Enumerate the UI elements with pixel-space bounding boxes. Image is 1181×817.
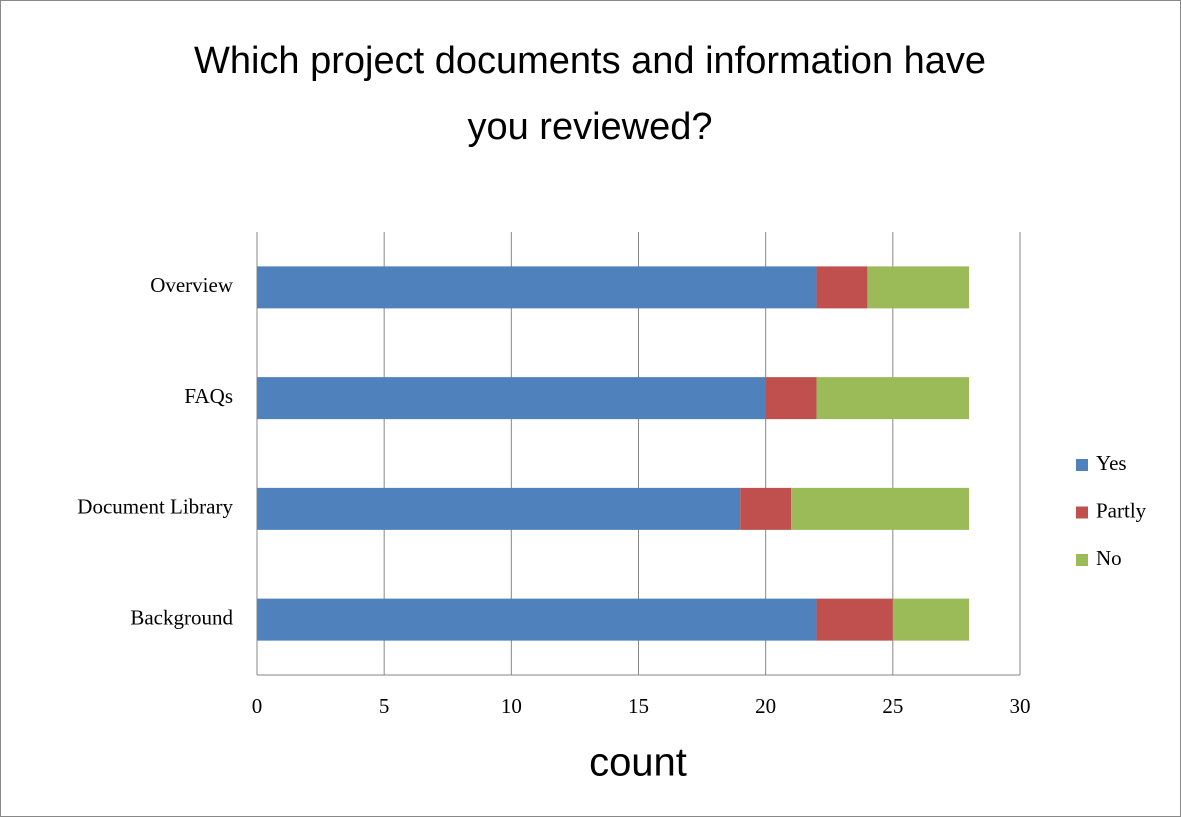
x-tick-label: 0	[252, 694, 263, 718]
chart-title: Which project documents and information …	[193, 40, 987, 148]
legend-label: No	[1096, 546, 1122, 570]
x-tick-label: 30	[1010, 694, 1031, 718]
x-tick-label: 5	[379, 694, 390, 718]
bar-segment	[816, 266, 868, 309]
legend-label: Yes	[1096, 451, 1127, 475]
legend-swatch	[1076, 554, 1088, 566]
bar-segment	[816, 377, 970, 420]
legend-swatch	[1076, 506, 1088, 519]
bar-segment	[740, 487, 792, 530]
bar-segment	[816, 598, 893, 641]
x-tick-label: 25	[882, 694, 903, 718]
bar-segment	[765, 377, 817, 420]
bar-segment	[257, 377, 766, 420]
bar-segment	[892, 598, 970, 641]
x-tick-label: 20	[755, 694, 776, 718]
legend-label: Partly	[1096, 498, 1147, 522]
legend-swatch	[1076, 459, 1088, 471]
y-tick-label: Document Library	[77, 495, 233, 519]
x-axis-label: count	[589, 741, 687, 785]
y-tick-label: Overview	[150, 273, 234, 297]
bar-segment	[867, 266, 970, 309]
bar-segment	[257, 598, 817, 641]
x-tick-label: 10	[501, 694, 522, 718]
x-tick-label: 15	[628, 694, 649, 718]
bar-segment	[791, 487, 970, 530]
y-tick-label: Background	[130, 605, 233, 629]
y-tick-label: FAQs	[184, 384, 233, 408]
bar-segment	[257, 266, 817, 309]
bar-segment	[257, 487, 741, 530]
